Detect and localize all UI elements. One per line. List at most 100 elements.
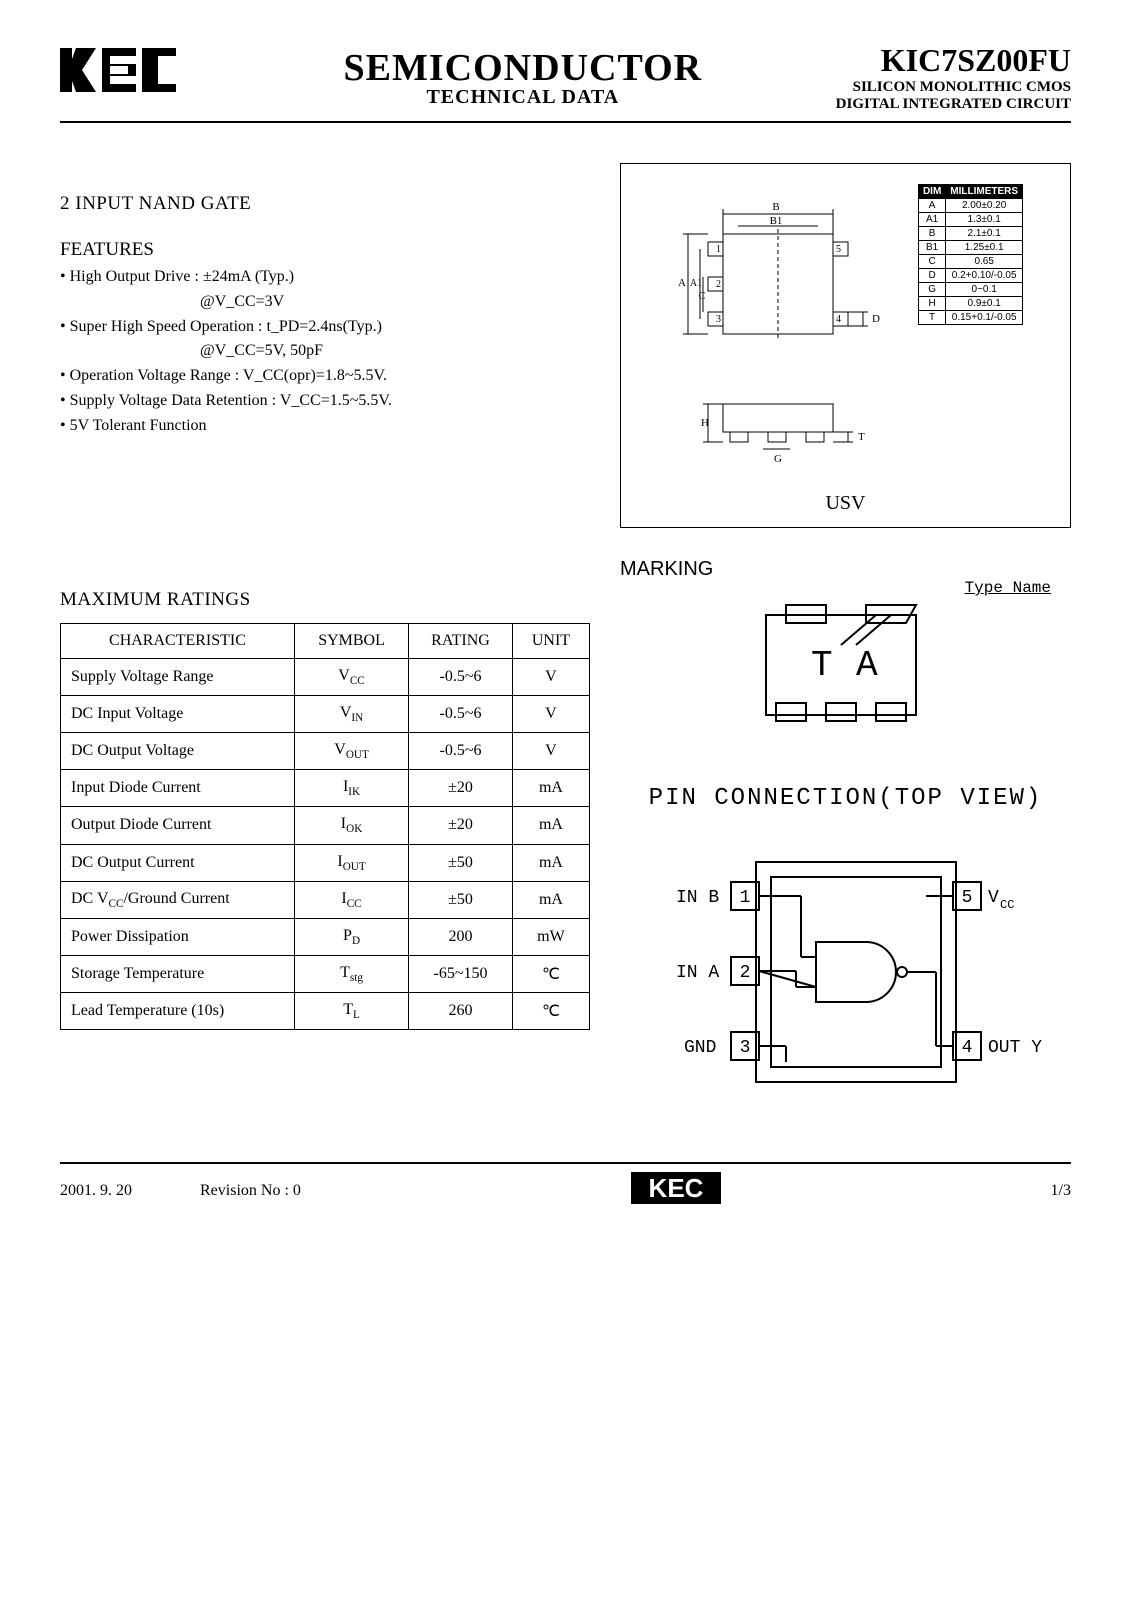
svg-text:A: A bbox=[678, 277, 686, 289]
table-row: DC Input VoltageVIN-0.5~6V bbox=[61, 695, 590, 732]
table-row: B2.1±0.1 bbox=[918, 227, 1022, 241]
svg-text:4: 4 bbox=[836, 314, 841, 325]
features-heading: FEATURES bbox=[60, 239, 590, 261]
table-cell: ±20 bbox=[409, 807, 513, 844]
table-cell: D bbox=[918, 269, 945, 283]
header-main-title: SEMICONDUCTOR bbox=[210, 46, 836, 90]
svg-text:H: H bbox=[701, 417, 709, 429]
table-header: RATING bbox=[409, 623, 513, 658]
table-cell: mA bbox=[512, 770, 589, 807]
package-name: USV bbox=[641, 492, 1050, 515]
svg-text:D: D bbox=[872, 313, 880, 325]
package-outline-box: B B1 A A1 C D 1 2 3 5 4 bbox=[620, 163, 1071, 528]
table-cell: IOUT bbox=[294, 844, 408, 881]
svg-text:A: A bbox=[856, 645, 878, 686]
logo bbox=[60, 40, 210, 100]
table-row: A11.3±0.1 bbox=[918, 213, 1022, 227]
marking-icon: T A bbox=[716, 585, 976, 735]
feature-item: • Super High Speed Operation : t_PD=2.4n… bbox=[60, 315, 590, 340]
table-cell: Lead Temperature (10s) bbox=[61, 993, 295, 1030]
table-cell: TL bbox=[294, 993, 408, 1030]
table-row: Storage TemperatureTstg-65~150℃ bbox=[61, 956, 590, 993]
table-cell: V bbox=[512, 732, 589, 769]
part-desc-1: SILICON MONOLITHIC CMOS bbox=[836, 79, 1071, 96]
table-cell: 0.9±0.1 bbox=[946, 297, 1023, 311]
table-cell: 1.3±0.1 bbox=[946, 213, 1023, 227]
svg-text:3: 3 bbox=[716, 314, 721, 325]
svg-text:C: C bbox=[699, 291, 706, 302]
table-cell: IOK bbox=[294, 807, 408, 844]
feature-item: • Supply Voltage Data Retention : V_CC=1… bbox=[60, 389, 590, 414]
table-cell: ℃ bbox=[512, 956, 589, 993]
svg-text:IN A: IN A bbox=[676, 963, 719, 983]
svg-text:3: 3 bbox=[739, 1038, 750, 1058]
table-cell: VOUT bbox=[294, 732, 408, 769]
table-row: A2.00±0.20 bbox=[918, 199, 1022, 213]
features-list: • High Output Drive : ±24mA (Typ.) @V_CC… bbox=[60, 265, 590, 439]
feature-item: • Operation Voltage Range : V_CC(opr)=1.… bbox=[60, 364, 590, 389]
pin-connection-diagram: 1 2 3 5 4 IN B IN A GND V CC OUT Y bbox=[620, 842, 1071, 1102]
svg-text:OUT Y: OUT Y bbox=[988, 1038, 1042, 1058]
table-cell: G bbox=[918, 283, 945, 297]
table-row: G0~0.1 bbox=[918, 283, 1022, 297]
svg-text:T: T bbox=[858, 431, 865, 443]
table-cell: B bbox=[918, 227, 945, 241]
package-drawing-icon: B B1 A A1 C D 1 2 3 5 4 bbox=[668, 184, 898, 474]
table-cell: C bbox=[918, 255, 945, 269]
table-cell: -0.5~6 bbox=[409, 732, 513, 769]
svg-text:GND: GND bbox=[684, 1038, 716, 1058]
max-ratings-heading: MAXIMUM RATINGS bbox=[60, 589, 590, 611]
table-cell: 0.15+0.1/-0.05 bbox=[946, 311, 1023, 325]
kec-logo-icon bbox=[60, 40, 210, 100]
table-row: T0.15+0.1/-0.05 bbox=[918, 311, 1022, 325]
footer-revision: Revision No : 0 bbox=[200, 1182, 301, 1199]
svg-text:IN B: IN B bbox=[676, 888, 719, 908]
table-row: B11.25±0.1 bbox=[918, 241, 1022, 255]
table-row: D0.2+0.10/-0.05 bbox=[918, 269, 1022, 283]
typename-label: Type Name bbox=[965, 579, 1051, 597]
table-cell: ℃ bbox=[512, 993, 589, 1030]
table-cell: ±50 bbox=[409, 844, 513, 881]
table-cell: T bbox=[918, 311, 945, 325]
table-cell: -65~150 bbox=[409, 956, 513, 993]
page-header: SEMICONDUCTOR TECHNICAL DATA KIC7SZ00FU … bbox=[60, 40, 1071, 123]
table-cell: A1 bbox=[918, 213, 945, 227]
table-cell: mA bbox=[512, 844, 589, 881]
table-cell: ±50 bbox=[409, 881, 513, 918]
page-footer: 2001. 9. 20 Revision No : 0 KEC 1/3 bbox=[60, 1162, 1071, 1209]
svg-text:B1: B1 bbox=[770, 215, 783, 227]
dimension-table: DIM MILLIMETERS A2.00±0.20A11.3±0.1B2.1±… bbox=[918, 184, 1023, 325]
table-cell: VCC bbox=[294, 658, 408, 695]
max-ratings-table: CHARACTERISTIC SYMBOL RATING UNIT Supply… bbox=[60, 623, 590, 1031]
table-cell: DC Output Voltage bbox=[61, 732, 295, 769]
table-cell: 200 bbox=[409, 918, 513, 955]
table-row: Supply Voltage RangeVCC-0.5~6V bbox=[61, 658, 590, 695]
table-cell: 2.1±0.1 bbox=[946, 227, 1023, 241]
svg-text:1: 1 bbox=[716, 244, 721, 255]
table-cell: mW bbox=[512, 918, 589, 955]
svg-text:CC: CC bbox=[1000, 898, 1014, 912]
header-sub-title: TECHNICAL DATA bbox=[210, 86, 836, 109]
table-cell: Tstg bbox=[294, 956, 408, 993]
kec-footer-logo-icon: KEC bbox=[631, 1172, 721, 1204]
svg-text:5: 5 bbox=[836, 244, 841, 255]
table-cell: mA bbox=[512, 881, 589, 918]
product-title: 2 INPUT NAND GATE bbox=[60, 193, 590, 215]
table-cell: 260 bbox=[409, 993, 513, 1030]
table-cell: Supply Voltage Range bbox=[61, 658, 295, 695]
header-title-block: SEMICONDUCTOR TECHNICAL DATA bbox=[210, 40, 836, 109]
pin-connection-heading: PIN CONNECTION(TOP VIEW) bbox=[620, 785, 1071, 812]
footer-logo: KEC bbox=[631, 1172, 721, 1209]
svg-text:2: 2 bbox=[716, 279, 721, 290]
table-cell: DC Output Current bbox=[61, 844, 295, 881]
table-cell: Storage Temperature bbox=[61, 956, 295, 993]
svg-text:B: B bbox=[772, 201, 779, 213]
table-cell: H bbox=[918, 297, 945, 311]
table-header: UNIT bbox=[512, 623, 589, 658]
table-cell: DC Input Voltage bbox=[61, 695, 295, 732]
svg-text:G: G bbox=[774, 453, 782, 465]
table-row: DC Output VoltageVOUT-0.5~6V bbox=[61, 732, 590, 769]
table-cell: mA bbox=[512, 807, 589, 844]
feature-item: @V_CC=5V, 50pF bbox=[200, 339, 590, 364]
part-number: KIC7SZ00FU bbox=[836, 42, 1071, 79]
